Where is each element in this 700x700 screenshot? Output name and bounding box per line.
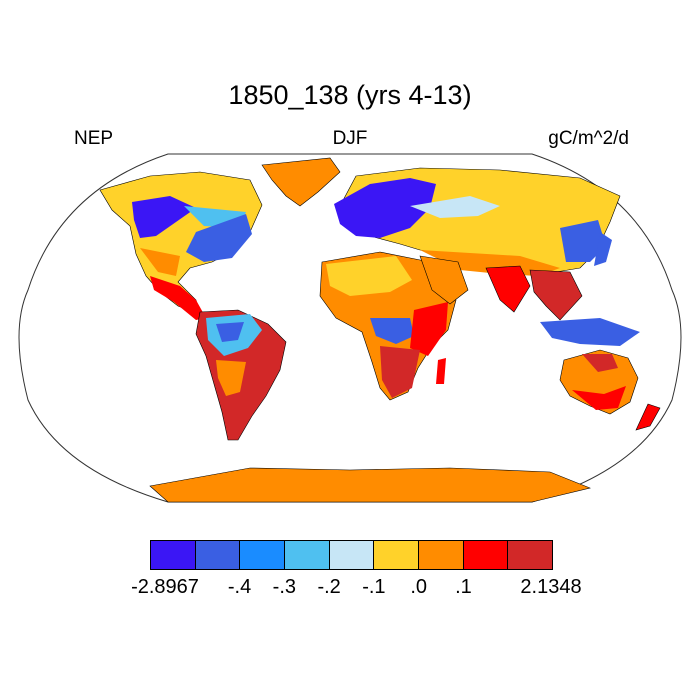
se-asia [529, 269, 583, 321]
colorbar-swatch [329, 541, 375, 569]
colorbar-swatch [463, 541, 509, 569]
maritime-se-asia [540, 318, 640, 346]
colorbar-tick-label: -2.8967 [131, 576, 199, 598]
colorbar-swatch [151, 541, 196, 569]
arabia [419, 255, 469, 305]
australia-south-red [572, 386, 626, 410]
antarctica [149, 467, 591, 503]
variable-label: NEP [74, 128, 114, 149]
colorbar-swatch [240, 541, 286, 569]
sa-south-orange [216, 360, 246, 396]
colorbar-swatch [374, 541, 420, 569]
season-label: DJF [332, 128, 368, 149]
colorbar-swatch [285, 541, 330, 569]
india [485, 265, 531, 313]
africa-east-red [410, 302, 448, 356]
sahara-yellow [326, 256, 412, 296]
sa-amazon-dark [216, 322, 244, 342]
colorbar-tick-label: .0 [410, 576, 427, 598]
europe-blue [334, 178, 436, 238]
japan [594, 232, 612, 266]
africa-central-blue [370, 318, 414, 344]
colorbar-tick-label: 2.1348 [520, 576, 582, 598]
greenland [261, 157, 341, 207]
colorbar-swatch [508, 541, 553, 569]
colorbar-tick-label: -.1 [362, 576, 386, 598]
australia-north-red [582, 354, 618, 372]
new-zealand [635, 403, 661, 431]
units-label: gC/m^2/d [548, 128, 629, 149]
na-east-blue [186, 214, 252, 262]
europe-lightblue [410, 196, 500, 218]
na-south-orange [140, 248, 180, 276]
colorbar [150, 540, 553, 570]
colorbar-ticks: -2.8967 -.4 -.3 -.2 -.1 .0 .1 2.1348 [0, 576, 700, 606]
colorbar-swatch [419, 541, 464, 569]
central-america [150, 276, 206, 320]
colorbar-tick-label: -.4 [227, 576, 252, 598]
madagascar [436, 358, 446, 384]
east-asia-blue [560, 220, 606, 262]
colorbar-tick-label: -.3 [272, 576, 296, 598]
africa-south-red [380, 346, 420, 398]
colorbar-tick-label: -.2 [317, 576, 341, 598]
south-asia-orange [420, 250, 560, 276]
map-title: 1850_138 (yrs 4-13) [228, 80, 472, 110]
colorbar-tick-label: .1 [455, 576, 472, 598]
colorbar-swatch [195, 541, 241, 569]
na-west-blue [132, 196, 196, 238]
